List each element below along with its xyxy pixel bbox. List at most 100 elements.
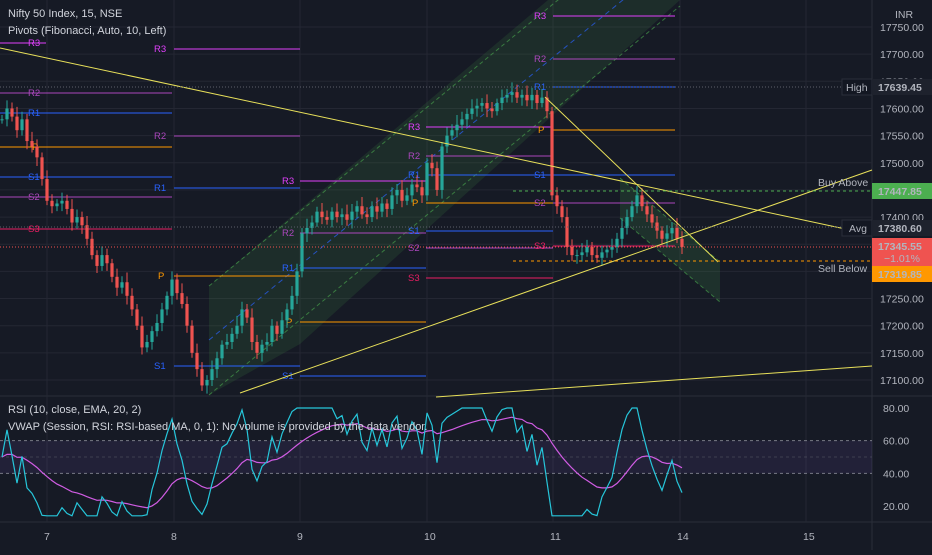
candle-body (190, 325, 194, 353)
candle-body (55, 203, 59, 207)
pivot-r3-label: R3 (154, 44, 166, 55)
candle-body (70, 208, 74, 223)
candle-body (155, 322, 159, 332)
candle-body (175, 279, 179, 294)
candle-body (625, 217, 629, 228)
candle-body (5, 108, 9, 120)
pivot-levels: R3 R2 R1 P S1 S2 S3 R3 R2 R1 P S1 R3 R2 R1 P S1 R3 R2 R1 P S1… (0, 11, 675, 382)
candle-body (160, 309, 164, 323)
buy-above-label: Buy Above (818, 177, 868, 189)
candle-body (320, 211, 324, 218)
price-tick-label: 17250.00 (880, 294, 924, 306)
candle-body (555, 195, 559, 207)
candle-body (330, 211, 334, 220)
candle-body (570, 246, 574, 256)
candle-body (445, 135, 449, 147)
candle-body (400, 189, 404, 201)
candle-body (525, 94, 529, 101)
pivot-s1-label: S1 (154, 361, 166, 372)
rsi-tick-label: 40.00 (883, 468, 909, 480)
avg-price-value: 17380.60 (878, 223, 922, 235)
candle-body (275, 325, 279, 334)
candle-body (305, 227, 309, 234)
candle-body (170, 279, 174, 296)
currency-label: INR (895, 9, 914, 21)
buy-above-price-bg (872, 183, 932, 199)
candle-body (365, 214, 369, 218)
price-tick-label: 17200.00 (880, 321, 924, 333)
candle-body (25, 119, 29, 142)
pivots-legend[interactable]: Pivots (Fibonacci, Auto, 10, Left) (8, 25, 167, 37)
candle-body (635, 195, 639, 207)
candle-body (85, 225, 89, 239)
pivot-r3-label: R3 (28, 38, 40, 49)
pivot-p-label: P (32, 142, 38, 153)
candle-body (295, 271, 299, 296)
pivot-r2-label: R2 (28, 88, 40, 99)
candlesticks (0, 82, 684, 394)
candle-body (255, 341, 259, 353)
candle-body (495, 103, 499, 112)
candle-body (245, 309, 249, 318)
candle-body (665, 233, 669, 239)
candle-body (270, 325, 274, 342)
candle-body (80, 217, 84, 226)
candle-body (450, 130, 454, 136)
candle-body (325, 217, 329, 220)
sell-below-price-bg (872, 266, 932, 282)
pivot-s3-label: S3 (534, 241, 546, 252)
candle-body (90, 238, 94, 256)
candle-body (10, 108, 14, 117)
candle-body (130, 295, 134, 310)
candle-body (370, 206, 374, 218)
candle-body (145, 341, 149, 348)
time-tick-label: 11 (550, 531, 561, 543)
pivot-s1-label: S1 (408, 226, 420, 237)
candle-body (535, 94, 539, 104)
pivot-p-label: P (158, 271, 164, 282)
candle-body (300, 233, 304, 272)
candle-body (310, 222, 314, 228)
candle-body (630, 206, 634, 218)
candle-body (520, 94, 524, 98)
candle-body (100, 255, 104, 266)
candle-body (650, 214, 654, 223)
time-axis[interactable]: 7 8 9 10 11 14 15 (44, 531, 815, 543)
candle-body (590, 246, 594, 256)
candle-body (455, 124, 459, 131)
candle-body (410, 184, 414, 196)
vwap-legend[interactable]: VWAP (Session, RSI: RSI-based MA, 0, 1):… (8, 421, 428, 433)
sell-below-price-value: 17319.85 (878, 269, 922, 281)
candle-body (355, 206, 359, 212)
high-price-value: 17639.45 (878, 82, 922, 94)
candle-body (45, 179, 49, 201)
time-tick-label: 8 (171, 531, 177, 543)
candle-body (605, 249, 609, 253)
pivot-s1-label: S1 (28, 172, 40, 183)
candle-body (135, 309, 139, 326)
candle-body (395, 189, 399, 196)
buy-above-price-value: 17447.85 (878, 186, 922, 198)
candle-body (60, 200, 64, 204)
candle-body (105, 255, 109, 264)
main-legend[interactable]: Nifty 50 Index, 15, NSE (8, 8, 123, 20)
last-price-bg (872, 238, 932, 266)
price-tick-label: 17700.00 (880, 49, 924, 61)
candle-body (510, 92, 514, 95)
candle-body (120, 282, 124, 288)
pivot-r2-label: R2 (408, 151, 420, 162)
pivot-s2-label: S2 (28, 192, 40, 203)
candle-body (680, 238, 684, 247)
rsi-pane (0, 407, 872, 517)
candle-body (380, 203, 384, 212)
candle-body (315, 211, 319, 223)
rsi-legend[interactable]: RSI (10, close, EMA, 20, 2) (8, 404, 142, 416)
candle-body (385, 203, 389, 209)
candle-body (505, 94, 509, 98)
candle-body (670, 227, 674, 234)
candle-body (240, 309, 244, 326)
candle-body (50, 200, 54, 207)
